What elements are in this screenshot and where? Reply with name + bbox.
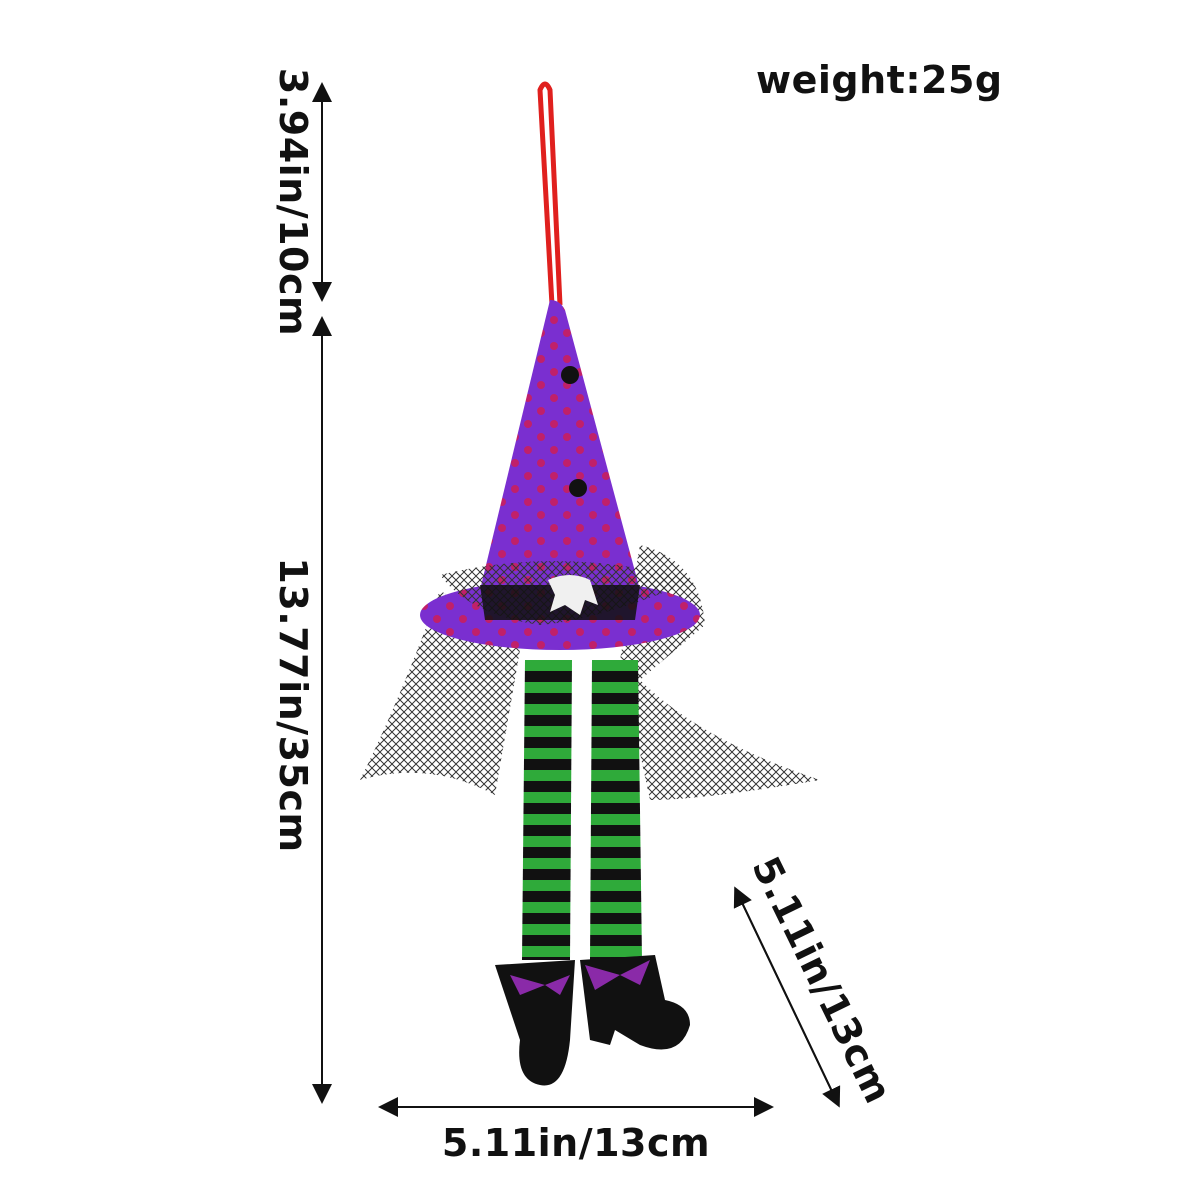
ghost-decoration bbox=[548, 575, 598, 615]
arrow-depth-b bbox=[735, 889, 841, 1108]
weight-label: weight:25g bbox=[756, 58, 1003, 102]
leg-left bbox=[522, 660, 572, 960]
leg-right bbox=[590, 660, 642, 960]
bow-left bbox=[510, 975, 570, 995]
hanging-loop bbox=[537, 81, 563, 306]
spider-decoration bbox=[569, 479, 587, 497]
hanger-height-label: 3.94in/10cm bbox=[271, 67, 315, 337]
bow-right bbox=[585, 960, 650, 990]
width-label: 5.11in/13cm bbox=[441, 1121, 711, 1165]
dimension-arrows bbox=[312, 82, 841, 1117]
body-height-label: 13.77in/35cm bbox=[271, 557, 315, 853]
spider-decoration bbox=[561, 366, 579, 384]
hat-cone bbox=[480, 300, 640, 590]
